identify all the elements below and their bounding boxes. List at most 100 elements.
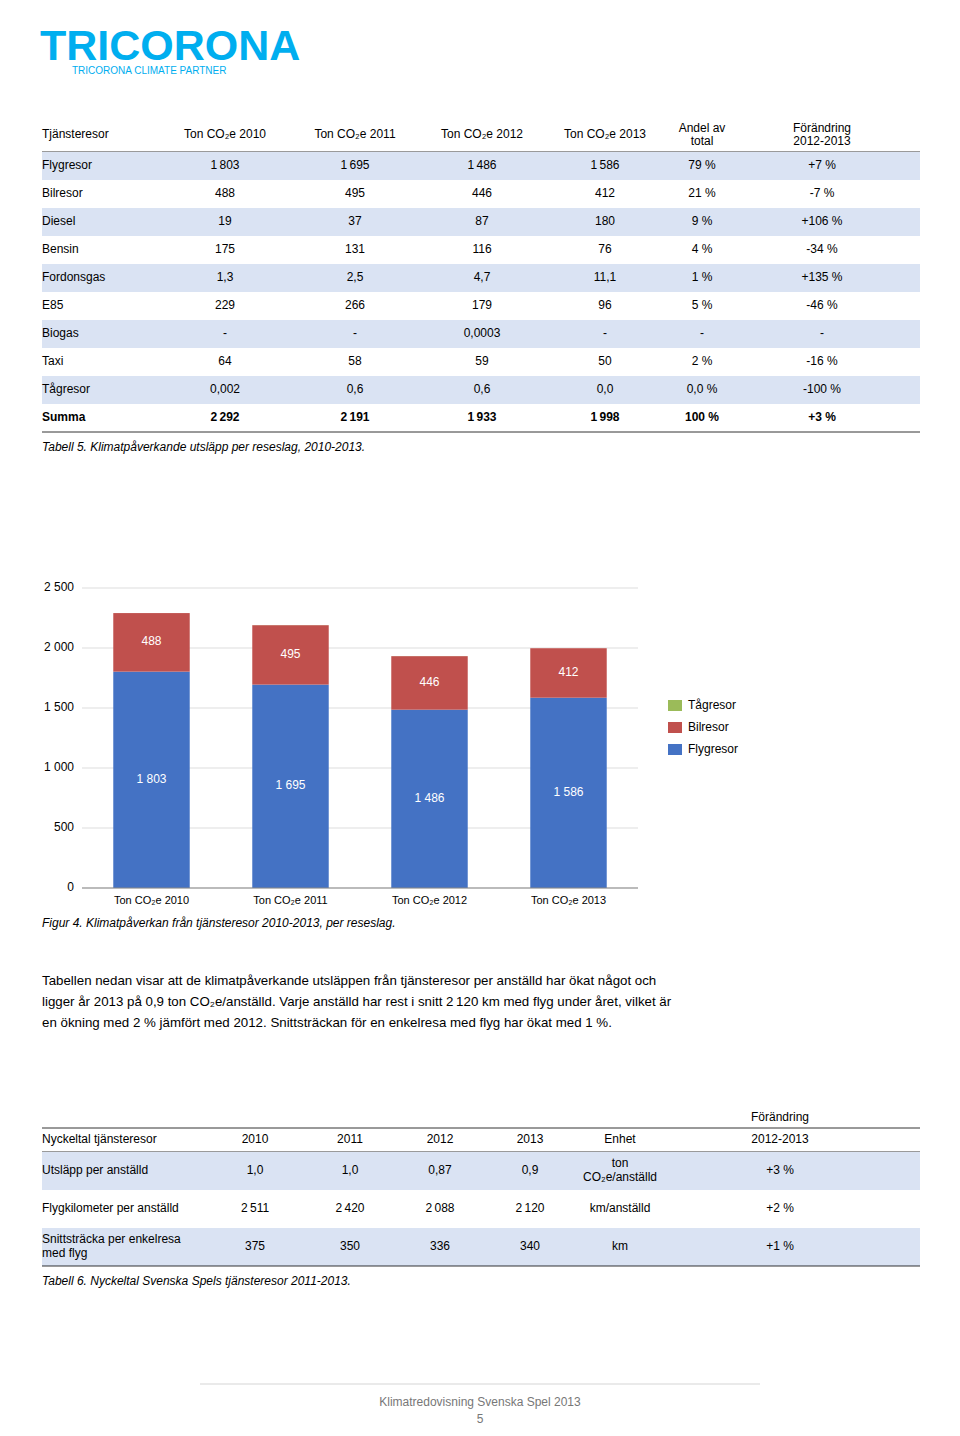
text-line: - [603,326,607,340]
table-cell: 2 120 [515,1201,544,1215]
row-band [42,1228,920,1266]
bar-segment [252,625,328,684]
text-line: 336 [430,1239,450,1253]
table-cell: -34 % [806,242,838,256]
text-line: Tågresor [42,382,90,396]
table-cell: 0,0003 [464,326,501,340]
text-line: E85 [42,298,64,312]
text-line: 0,6 [474,382,491,396]
table-cell: 58 [348,354,362,368]
table-cell: -7 % [810,186,835,200]
table-header: Ton CO₂e 2011 [314,127,395,141]
text-line: 58 [348,354,362,368]
text-line: - [700,326,704,340]
text-line: Diesel [42,214,75,228]
table-2: FörändringNyckeltal tjänsteresor20102011… [42,1110,920,1288]
table-header: Förändring [751,1110,809,1124]
table-cell: - [820,326,824,340]
text-line: Bilresor [688,720,729,734]
text-line: km [612,1239,628,1253]
x-axis [82,888,638,889]
table-cell: +1 % [766,1239,794,1253]
table-cell: -46 % [806,298,838,312]
text-line: Bilresor [42,186,83,200]
text-line: 2012 [427,1132,454,1146]
text-line: 1 % [692,270,713,284]
text-line: Ton CO₂e 2013 [531,894,606,906]
text-line: - [820,326,824,340]
bar-segment [391,656,467,710]
logo-subtitle: TRICORONA CLIMATE PARTNER [72,65,226,76]
table-cell: 1 % [692,270,713,284]
grid-line [82,888,638,889]
table-rule [42,1266,920,1267]
text-line: ligger år 2013 på 0,9 ton CO₂e/anställd.… [42,994,672,1009]
bar-segment [113,672,189,888]
table-cell: 0,6 [347,382,364,396]
table-cell: -16 % [806,354,838,368]
table-header: 2010 [242,1132,269,1146]
table-cell: Utsläpp per anställd [42,1163,148,1177]
table-cell: Summa [42,410,86,424]
text-line: Tågresor [688,698,736,712]
y-tick-label: 0 [67,880,74,894]
text-line: 1,0 [247,1163,264,1177]
text-line: Bensin [42,242,79,256]
table-cell: E85 [42,298,64,312]
text-line: 2 088 [425,1201,454,1215]
text-line: 2 500 [44,580,74,594]
x-tick-label: Ton CO₂e 2010 [114,894,189,906]
table-header: Förändring2012-2013 [793,121,851,148]
row-band [42,1152,920,1190]
text-line: km/anställd [590,1201,651,1215]
text-line: 1 486 [467,158,496,172]
text-line: 1 803 [210,158,239,172]
text-line: Figur 4. Klimatpåverkan från tjänstereso… [42,916,396,930]
x-tick-label: Ton CO₂e 2012 [392,894,467,906]
table-cell: +2 % [766,1201,794,1215]
table-header: Ton CO₂e 2013 [564,127,646,141]
table-cell: - [700,326,704,340]
text-line: 50 [598,354,612,368]
table-header: 2012 [427,1132,454,1146]
row-band [42,376,920,404]
table-cell: +106 % [801,214,842,228]
table-cell: 2 088 [425,1201,454,1215]
text-line: 488 [141,635,161,649]
table-cell: 0,0 % [687,382,718,396]
text-line: 59 [475,354,489,368]
table-cell: 2 292 [210,410,239,424]
table-cell: 100 % [685,410,719,424]
chart-caption: Figur 4. Klimatpåverkan från tjänstereso… [42,916,396,930]
text-line: 96 [598,298,612,312]
text-line: 350 [340,1239,360,1253]
bar-segment [252,625,328,626]
text-line: total [691,134,714,148]
table-cell: +3 % [766,1163,794,1177]
table-header: Tjänsteresor [42,127,109,141]
table-cell: 1 998 [590,410,619,424]
table-cell: Biogas [42,326,79,340]
text-line: CO₂e/anställd [583,1170,657,1184]
text-line: +1 % [766,1239,794,1253]
text-line: med flyg [42,1246,87,1260]
text-line: 2010 [242,1132,269,1146]
text-line: Förändring [751,1110,809,1124]
text-line: Flygresor [42,158,92,172]
text-line: 0,002 [210,382,240,396]
table-cell: 2 191 [340,410,369,424]
text-line: 2012-2013 [793,134,851,148]
table-cell: 76 [598,242,612,256]
table-cell: 11,1 [594,270,617,284]
table-cell: 59 [475,354,489,368]
bar-segment [530,698,606,888]
text-line: 87 [475,214,489,228]
table-cell: 0,6 [474,382,491,396]
text-line: 0,87 [428,1163,452,1177]
text-line: 19 [218,214,232,228]
data-label: 446 [419,675,439,689]
text-line: 4 % [692,242,713,256]
text-line: -16 % [806,354,838,368]
text-line: Ton CO₂e 2010 [114,894,189,906]
table-cell: tonCO₂e/anställd [583,1156,657,1184]
